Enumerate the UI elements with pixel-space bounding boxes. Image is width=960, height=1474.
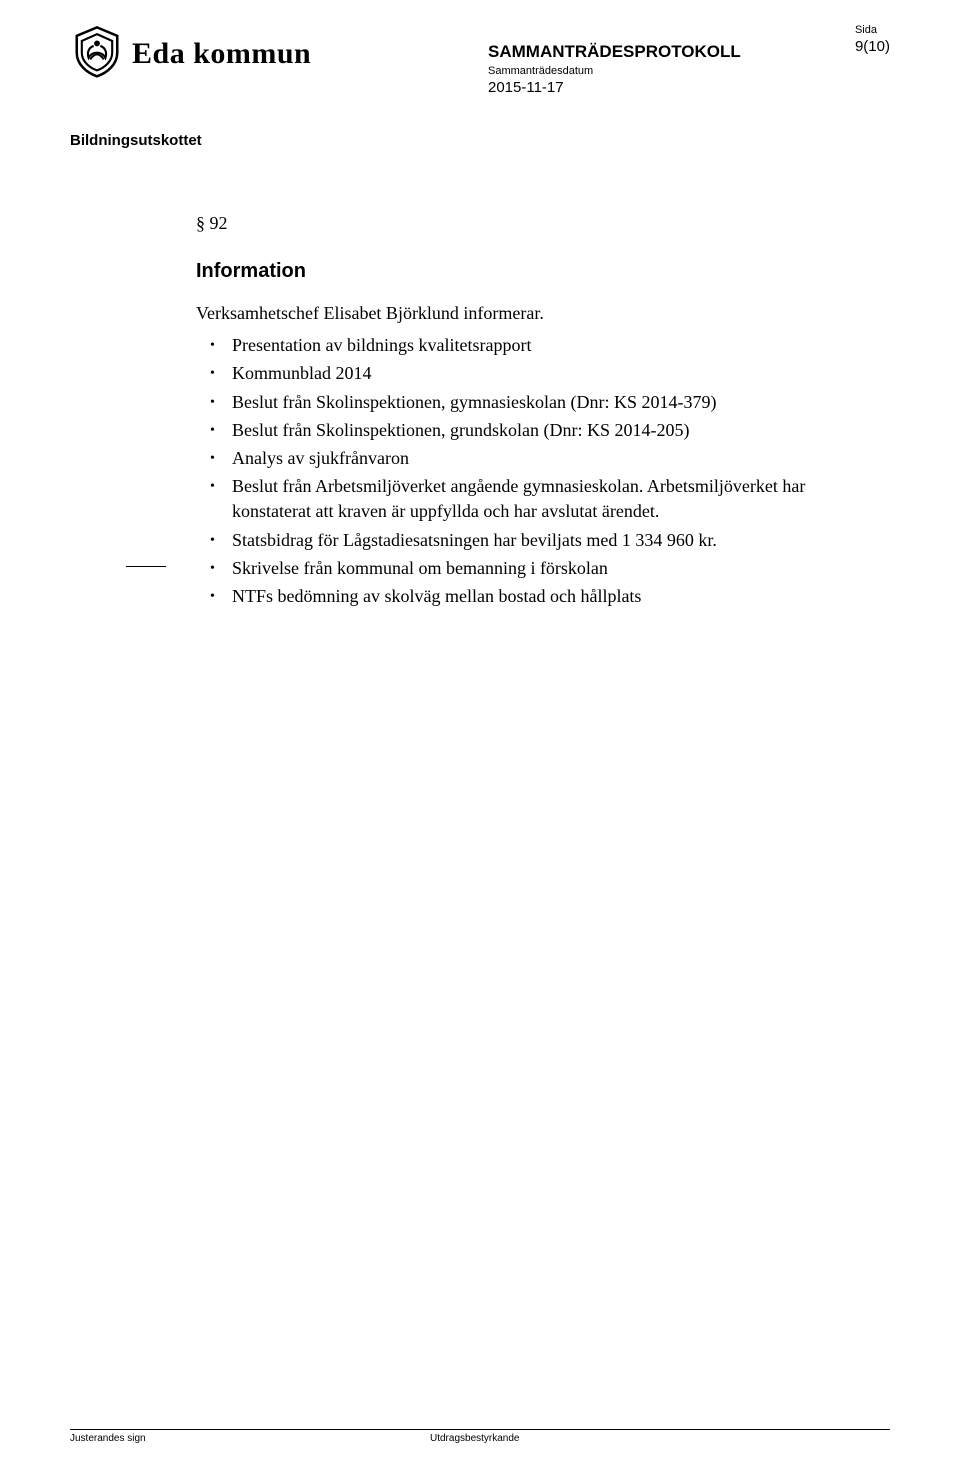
signature-line (126, 566, 166, 567)
list-item: NTFs bedömning av skolväg mellan bostad … (196, 584, 836, 609)
page-label: Sida (855, 24, 890, 36)
list-item: Beslut från Arbetsmiljöverket angående g… (196, 474, 836, 524)
intro-text: Verksamhetschef Elisabet Björklund infor… (196, 301, 836, 325)
page-footer: Justerandes sign Utdragsbestyrkande (70, 1429, 890, 1444)
list-item: Analys av sjukfrånvaron (196, 446, 836, 471)
committee-name: Bildningsutskottet (70, 132, 890, 149)
list-item: Kommunblad 2014 (196, 361, 836, 386)
page: Eda kommun SAMMANTRÄDESPROTOKOLL Sammant… (0, 0, 960, 1474)
footer-sign-label: Justerandes sign (70, 1433, 430, 1444)
main-content: § 92 Information Verksamhetschef Elisabe… (196, 213, 836, 609)
footer-attest-label: Utdragsbestyrkande (430, 1433, 520, 1444)
page-number-block: Sida 9(10) (855, 24, 890, 55)
meeting-date-label: Sammanträdesdatum (488, 65, 741, 77)
list-item: Beslut från Skolinspektionen, gymnasiesk… (196, 390, 836, 415)
list-item: Beslut från Skolinspektionen, grundskola… (196, 418, 836, 443)
page-header: Eda kommun SAMMANTRÄDESPROTOKOLL Sammant… (70, 24, 890, 120)
section-number: § 92 (196, 213, 836, 234)
page-number: 9(10) (855, 38, 890, 55)
list-item: Statsbidrag för Lågstadiesatsningen har … (196, 528, 836, 553)
protocol-title: SAMMANTRÄDESPROTOKOLL (488, 42, 741, 62)
list-item: Skrivelse från kommunal om bemanning i f… (196, 556, 836, 581)
header-center: SAMMANTRÄDESPROTOKOLL Sammanträdesdatum … (488, 42, 741, 96)
municipality-logo-icon (70, 24, 124, 83)
list-item: Presentation av bildnings kvalitetsrappo… (196, 333, 836, 358)
footer-row: Justerandes sign Utdragsbestyrkande (70, 1429, 890, 1444)
bullet-list: Presentation av bildnings kvalitetsrappo… (196, 333, 836, 609)
section-title: Information (196, 260, 836, 283)
meeting-date-value: 2015-11-17 (488, 79, 741, 96)
municipality-logo-block: Eda kommun (70, 24, 311, 83)
municipality-name: Eda kommun (132, 37, 311, 71)
